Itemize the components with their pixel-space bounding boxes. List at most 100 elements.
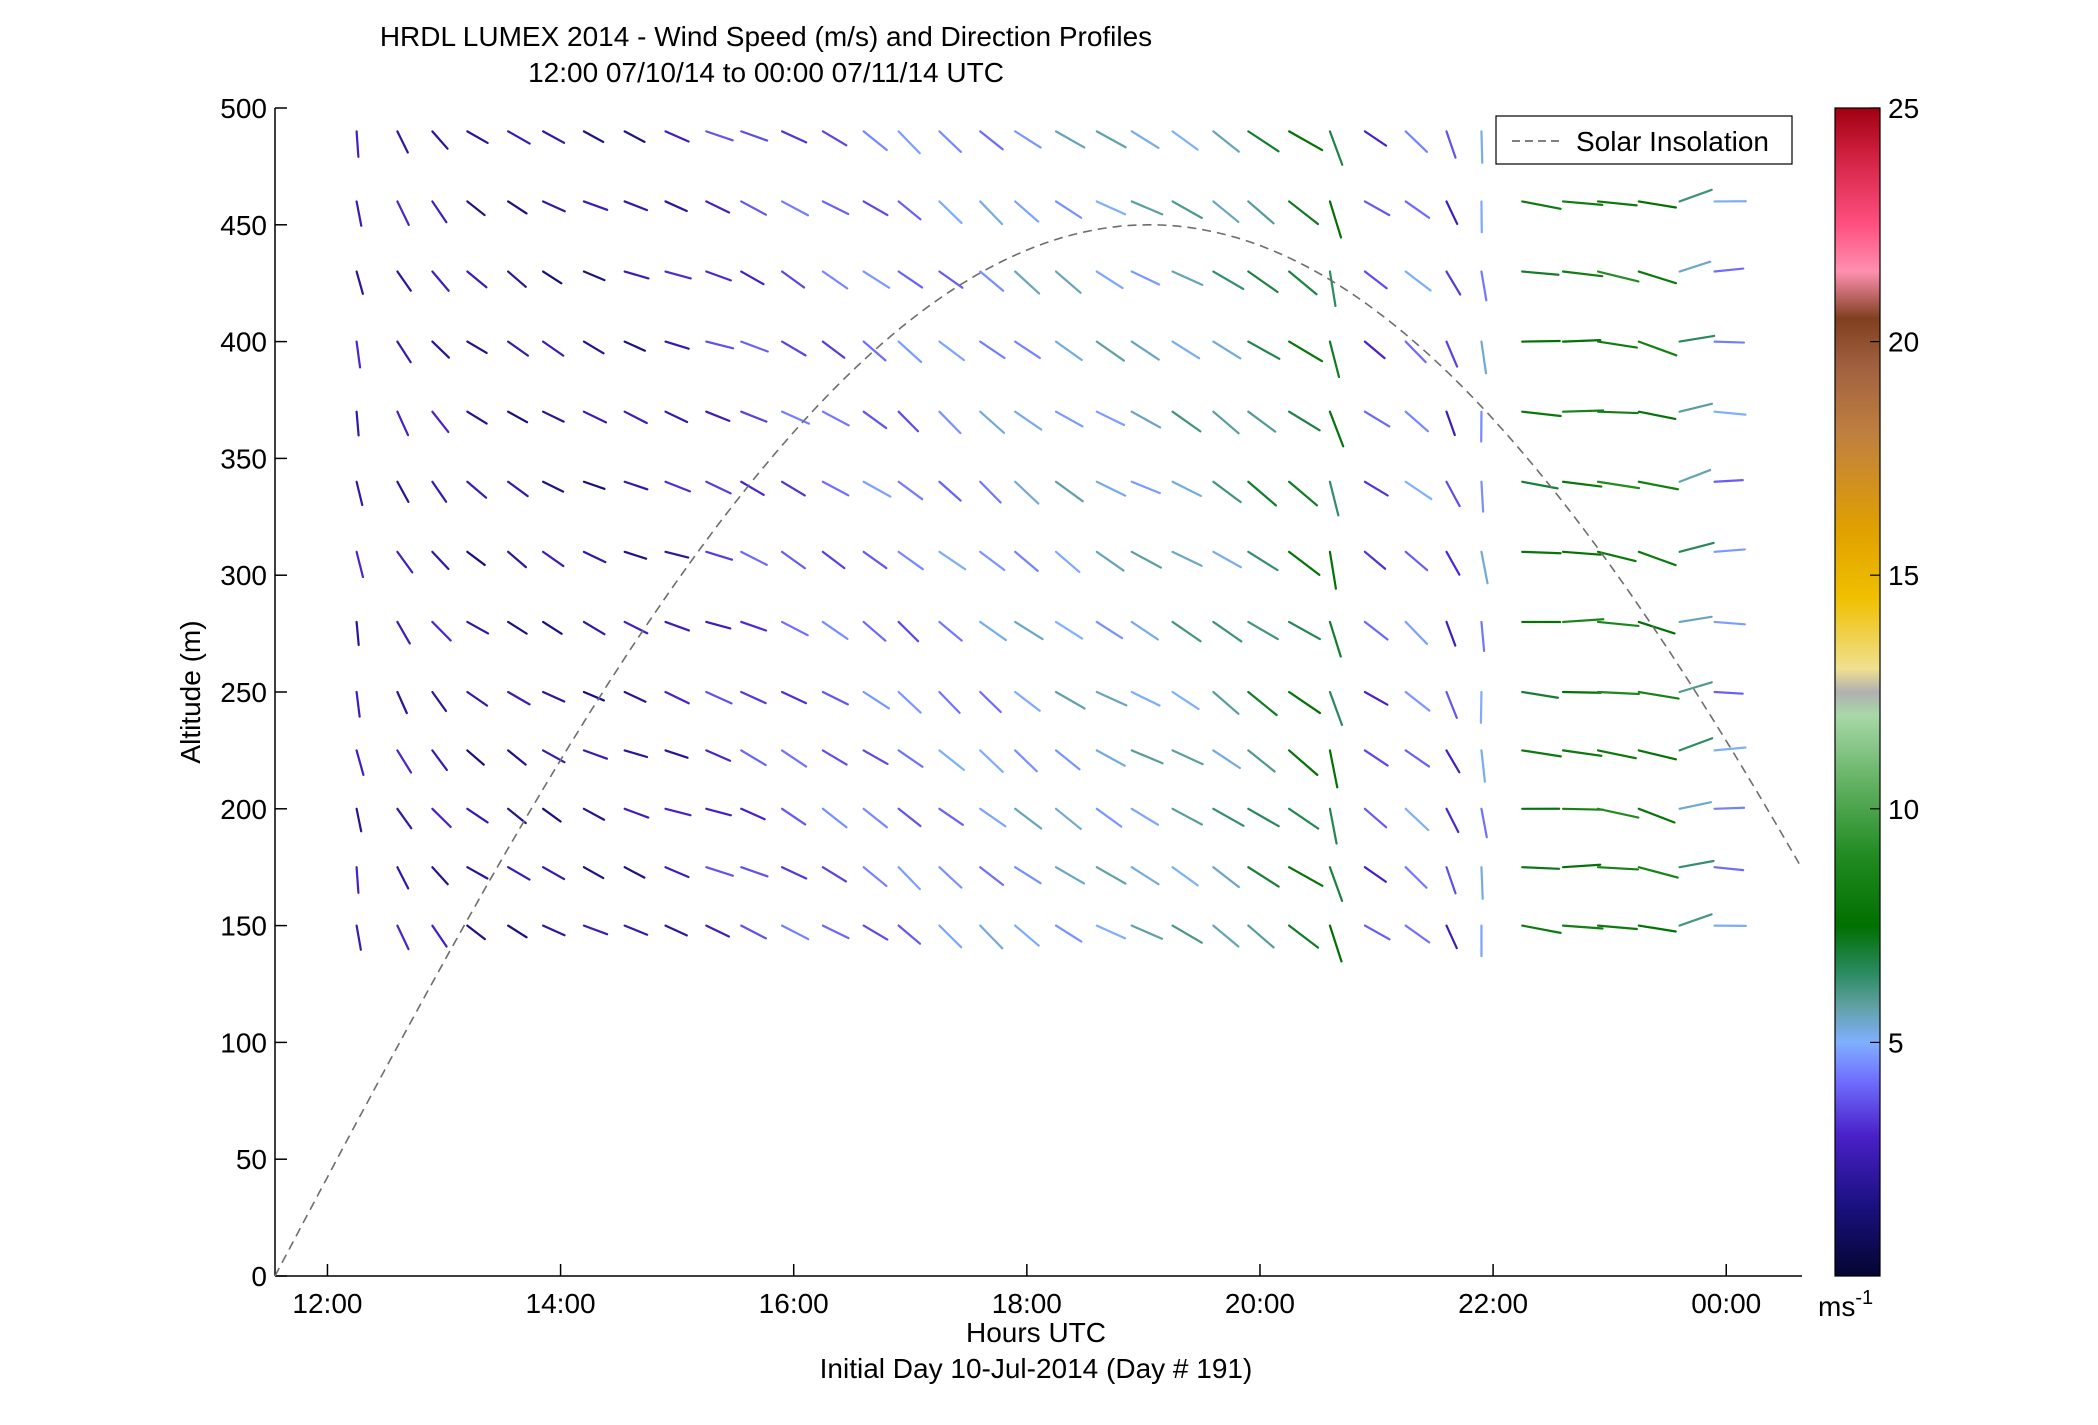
wind-vector	[507, 130, 531, 145]
wind-vector	[979, 480, 1002, 504]
wind-vector	[664, 340, 690, 350]
wind-vector	[1095, 270, 1124, 290]
wind-vector	[1130, 749, 1164, 765]
wind-vector	[979, 620, 1007, 642]
wind-vector	[1212, 410, 1240, 435]
wind-vector	[431, 690, 448, 713]
wind-vector	[1521, 690, 1560, 699]
wind-vector	[862, 200, 889, 217]
wind-vector	[1095, 620, 1124, 640]
wind-vector	[979, 410, 1006, 434]
wind-vector	[1713, 410, 1747, 416]
wind-vector	[1328, 866, 1344, 903]
y-tick-label: 150	[220, 911, 267, 942]
wind-vector	[780, 550, 807, 570]
wind-vector	[1288, 270, 1318, 296]
wind-vector	[664, 200, 688, 213]
wind-vector	[396, 410, 410, 437]
wind-vector	[541, 270, 563, 285]
wind-vector	[979, 807, 1007, 828]
wind-vector	[1328, 410, 1345, 448]
x-tick-label: 16:00	[759, 1288, 829, 1319]
wind-vector	[1521, 200, 1562, 210]
plot-area: 12:00 14:00 16:00 18:00 20:00 22:00 00:00 0 50 1…	[220, 93, 1803, 1319]
wind-vector	[1561, 339, 1602, 343]
wind-vector	[1480, 550, 1489, 585]
wind-vector	[1445, 410, 1456, 437]
solar-insolation-curve	[274, 223, 1803, 1277]
wind-vector	[664, 270, 692, 280]
wind-vector	[1328, 690, 1344, 726]
wind-vector	[1678, 681, 1713, 694]
wind-vector	[1596, 340, 1638, 349]
wind-vector	[1521, 410, 1562, 418]
wind-vector	[1014, 130, 1042, 149]
wind-vector	[355, 807, 363, 833]
wind-vector	[938, 924, 963, 949]
wind-vector	[1561, 924, 1604, 930]
wind-vector	[821, 550, 846, 570]
wind-vector	[1212, 130, 1240, 153]
wind-vector	[740, 200, 768, 216]
wind-vector	[897, 410, 920, 433]
wind-vector	[541, 620, 563, 635]
wind-vector	[355, 130, 360, 158]
wind-vector	[1095, 749, 1126, 767]
wind-vector	[1561, 550, 1602, 556]
wind-vector	[1363, 480, 1389, 497]
wind-vector	[1171, 200, 1203, 220]
wind-vector	[1713, 690, 1744, 695]
wind-vector	[1678, 913, 1713, 927]
wind-vector	[1445, 550, 1461, 576]
wind-vector	[355, 749, 365, 776]
wind-vector	[740, 480, 765, 496]
wind-vector	[541, 924, 566, 937]
wind-vector	[1247, 130, 1280, 153]
wind-vector	[1212, 480, 1242, 504]
wind-vector	[1288, 480, 1319, 507]
wind-vector	[507, 690, 531, 706]
wind-vector	[1561, 690, 1602, 694]
wind-vector	[705, 749, 732, 762]
wind-vector	[938, 690, 961, 714]
wind-vector	[1328, 270, 1337, 308]
wind-vector	[897, 620, 920, 643]
wind-vector	[664, 620, 690, 632]
wind-vector	[1678, 468, 1712, 483]
wind-vector	[1247, 924, 1275, 949]
wind-vector	[780, 924, 810, 941]
wind-vector	[1596, 550, 1637, 563]
wind-vector	[1678, 737, 1714, 752]
wind-vector	[1014, 340, 1041, 360]
wind-vector	[821, 690, 849, 706]
wind-vector	[862, 480, 892, 498]
x-ticks: 12:00 14:00 16:00 18:00 20:00 22:00 00:00	[292, 1264, 1761, 1319]
wind-vector	[355, 550, 365, 579]
wind-vector	[1404, 270, 1432, 292]
y-axis-label: Altitude (m)	[175, 620, 206, 763]
wind-vector	[431, 480, 448, 503]
wind-vector	[1171, 690, 1200, 711]
wind-vector	[1247, 620, 1279, 641]
wind-vector	[1095, 807, 1123, 828]
wind-vector	[1445, 749, 1461, 774]
wind-vector	[1288, 550, 1321, 576]
wind-vector	[1363, 749, 1389, 767]
wind-vector	[1404, 620, 1428, 645]
wind-vector	[1095, 340, 1125, 362]
wind-vector	[897, 270, 924, 289]
wind-vector	[1171, 866, 1199, 887]
wind-vector	[582, 340, 605, 355]
wind-vector	[780, 410, 810, 425]
wind-vector	[541, 480, 565, 493]
wind-vector	[355, 866, 360, 894]
wind-vector	[862, 550, 888, 570]
x-tick-label: 00:00	[1691, 1288, 1761, 1319]
wind-vector	[431, 340, 450, 359]
wind-vector	[1054, 620, 1084, 640]
wind-vector	[1247, 480, 1278, 507]
wind-vector	[1479, 690, 1483, 724]
wind-vector	[1521, 924, 1562, 934]
wind-vector	[1445, 620, 1457, 647]
